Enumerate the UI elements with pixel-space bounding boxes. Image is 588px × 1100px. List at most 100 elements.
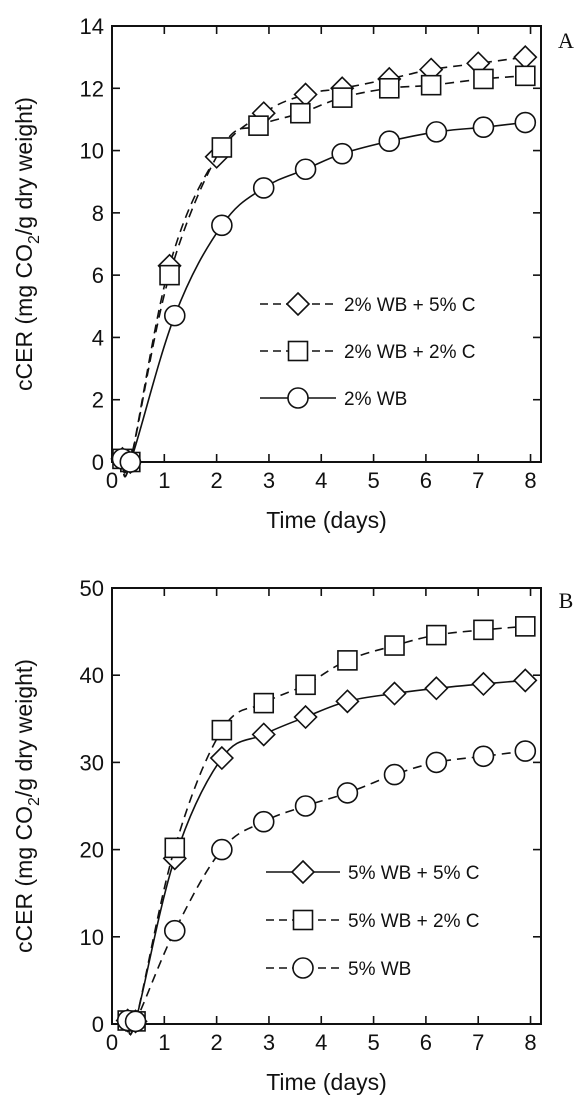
data-point bbox=[515, 616, 536, 637]
data-point bbox=[252, 177, 275, 199]
x-axis-title: Time (days) bbox=[266, 507, 387, 533]
data-point bbox=[471, 671, 496, 697]
data-point bbox=[159, 264, 180, 286]
x-tick-label: 8 bbox=[524, 468, 536, 493]
data-point bbox=[337, 650, 358, 671]
series-line bbox=[126, 750, 526, 1030]
legend-label: 2% WB + 2% C bbox=[344, 342, 475, 363]
data-point bbox=[384, 635, 405, 656]
y-tick-label: 2 bbox=[92, 388, 104, 413]
data-point bbox=[331, 87, 353, 108]
data-point bbox=[472, 745, 495, 768]
x-tick-label: 0 bbox=[106, 1030, 118, 1055]
data-point bbox=[336, 782, 359, 804]
data-point bbox=[294, 158, 317, 181]
data-point bbox=[424, 676, 449, 701]
legend-marker bbox=[290, 859, 316, 885]
panel-label: A bbox=[558, 28, 574, 53]
data-point bbox=[425, 121, 448, 143]
y-axis-title-subscript: 2 bbox=[26, 797, 43, 806]
data-point bbox=[425, 751, 448, 774]
data-point bbox=[252, 810, 275, 833]
series-line bbox=[121, 75, 526, 477]
y-tick-label: 4 bbox=[92, 325, 104, 350]
data-point bbox=[293, 704, 318, 730]
data-point bbox=[124, 1010, 147, 1033]
y-tick-label: 10 bbox=[80, 925, 104, 950]
data-point bbox=[335, 689, 360, 714]
data-point bbox=[382, 681, 407, 706]
legend-marker bbox=[287, 387, 309, 409]
legend-marker bbox=[292, 909, 314, 931]
data-point bbox=[119, 451, 142, 473]
data-point bbox=[473, 619, 494, 641]
data-point bbox=[514, 111, 537, 134]
x-tick-label: 0 bbox=[106, 468, 118, 493]
series-circle bbox=[111, 111, 537, 474]
data-point bbox=[163, 304, 186, 327]
data-point bbox=[211, 719, 233, 741]
y-tick-label: 12 bbox=[80, 76, 104, 101]
x-tick-label: 1 bbox=[158, 468, 170, 493]
legend-label: 2% WB + 5% C bbox=[344, 295, 475, 316]
series-line bbox=[126, 625, 526, 1036]
x-tick-label: 3 bbox=[263, 468, 275, 493]
legend-label: 5% WB bbox=[348, 959, 411, 980]
x-tick-label: 4 bbox=[315, 1030, 327, 1055]
x-tick-label: 4 bbox=[315, 468, 327, 493]
data-point bbox=[164, 837, 186, 859]
y-axis-title-part: cCER (mg CO bbox=[11, 806, 37, 953]
series-diamond bbox=[110, 45, 538, 478]
y-tick-label: 10 bbox=[80, 139, 104, 164]
y-tick-label: 14 bbox=[80, 14, 104, 39]
data-point bbox=[209, 745, 234, 771]
y-axis-title-part: /g dry weight) bbox=[11, 97, 37, 235]
y-tick-label: 6 bbox=[92, 263, 104, 288]
x-tick-label: 6 bbox=[420, 468, 432, 493]
series-square bbox=[117, 616, 536, 1036]
data-point bbox=[515, 65, 536, 87]
data-point bbox=[420, 74, 442, 96]
data-point bbox=[331, 142, 353, 165]
data-point bbox=[378, 77, 400, 99]
x-tick-label: 2 bbox=[211, 468, 223, 493]
x-tick-label: 5 bbox=[367, 468, 379, 493]
y-axis-title-subscript: 2 bbox=[26, 235, 43, 244]
data-point bbox=[253, 692, 275, 714]
y-tick-label: 8 bbox=[92, 201, 104, 226]
y-axis-title: cCER (mg CO2/g dry weight) bbox=[11, 97, 43, 391]
x-tick-label: 7 bbox=[472, 468, 484, 493]
x-tick-label: 7 bbox=[472, 1030, 484, 1055]
plot-frame bbox=[111, 587, 542, 1025]
data-point bbox=[472, 116, 495, 139]
y-tick-label: 50 bbox=[80, 576, 104, 601]
legend-label: 5% WB + 5% C bbox=[348, 863, 479, 884]
legend-marker bbox=[292, 957, 314, 979]
x-axis-title: Time (days) bbox=[266, 1069, 387, 1095]
x-tick-label: 8 bbox=[524, 1030, 536, 1055]
data-point bbox=[294, 795, 317, 817]
series-line bbox=[126, 679, 526, 1035]
series-line bbox=[121, 56, 526, 478]
data-point bbox=[514, 740, 537, 762]
data-point bbox=[290, 102, 311, 124]
y-tick-label: 20 bbox=[80, 838, 104, 863]
legend-label: 5% WB + 2% C bbox=[348, 911, 479, 932]
data-point bbox=[513, 45, 538, 70]
y-axis-title: cCER (mg CO2/g dry weight) bbox=[11, 659, 43, 953]
data-point bbox=[293, 82, 318, 107]
data-point bbox=[513, 668, 538, 693]
data-point bbox=[211, 214, 233, 237]
data-point bbox=[378, 130, 401, 153]
data-point bbox=[211, 137, 233, 158]
y-tick-label: 40 bbox=[80, 663, 104, 688]
panel-label: B bbox=[559, 588, 574, 613]
y-tick-label: 30 bbox=[80, 750, 104, 775]
data-point bbox=[251, 722, 276, 747]
series-circle bbox=[116, 740, 537, 1033]
data-point bbox=[248, 115, 269, 136]
x-tick-label: 2 bbox=[211, 1030, 223, 1055]
y-axis-title-part: cCER (mg CO bbox=[11, 244, 37, 391]
